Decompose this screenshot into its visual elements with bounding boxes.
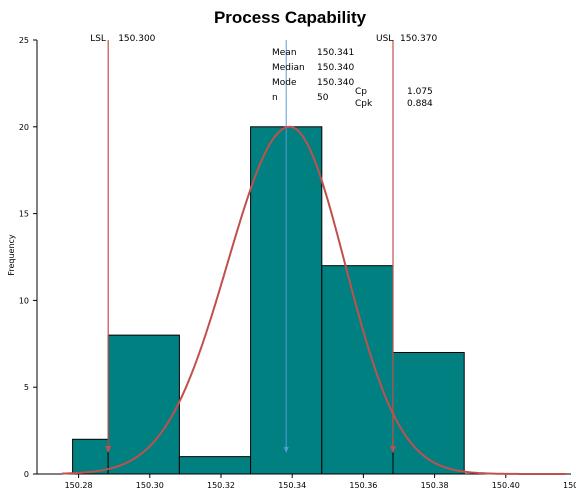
- x-tick-label: 150.30: [136, 481, 164, 489]
- stat-label: n: [272, 93, 278, 103]
- y-axis-label: Frequency: [7, 234, 16, 276]
- stat-label: Mean: [272, 48, 297, 58]
- lsl-arrowhead: [105, 446, 112, 453]
- stat-value: 150.340: [317, 78, 354, 88]
- x-tick-label: 150.28: [65, 481, 93, 489]
- x-tick-label: 150.32: [207, 481, 235, 489]
- x-tick-label: 150.36: [349, 481, 377, 489]
- y-tick-label: 10: [19, 296, 29, 305]
- y-tick-label: 5: [24, 383, 29, 392]
- stat-label: Median: [272, 63, 305, 73]
- x-tick-label: 150.38: [421, 481, 449, 489]
- distribution-curve-layer: [61, 125, 566, 475]
- capability-value: 0.884: [407, 99, 433, 109]
- mean-arrowhead: [283, 447, 289, 453]
- spec-limit-markers: [105, 40, 396, 453]
- y-tick-label: 15: [19, 210, 29, 219]
- x-tick-label: 150.40: [492, 481, 520, 489]
- x-tick-label: 150.42: [563, 481, 576, 489]
- annotation-layer: LSL 150.300 USL 150.370 Mean 150.341 Median 150…: [90, 34, 437, 109]
- lsl-value: 150.300: [118, 34, 155, 44]
- histogram-bar: [178, 456, 252, 475]
- stat-value: 150.340: [317, 63, 354, 73]
- x-tick-label: 150.34: [278, 481, 306, 489]
- normal-distribution-curve: [61, 125, 566, 475]
- histogram-bar: [321, 265, 394, 475]
- stat-value: 150.341: [317, 48, 354, 58]
- usl-label: USL: [376, 34, 393, 44]
- lsl-label: LSL: [90, 34, 106, 44]
- histogram-bars: [72, 126, 465, 475]
- capability-label: Cpk: [355, 99, 373, 109]
- y-tick-label: 25: [19, 36, 29, 45]
- stat-value: 50: [317, 93, 329, 103]
- y-tick-label: 20: [19, 123, 29, 132]
- stat-label: Mode: [272, 78, 297, 88]
- histogram-bar: [107, 334, 180, 475]
- y-tick-label: 0: [24, 470, 29, 479]
- chart-title: Process Capability: [214, 8, 367, 27]
- usl-arrowhead: [390, 446, 396, 453]
- capability-label: Cp: [355, 87, 367, 97]
- capability-value: 1.075: [407, 87, 433, 97]
- usl-value: 150.370: [400, 34, 437, 44]
- histogram-bar: [392, 351, 465, 475]
- histogram-bar: [72, 438, 109, 475]
